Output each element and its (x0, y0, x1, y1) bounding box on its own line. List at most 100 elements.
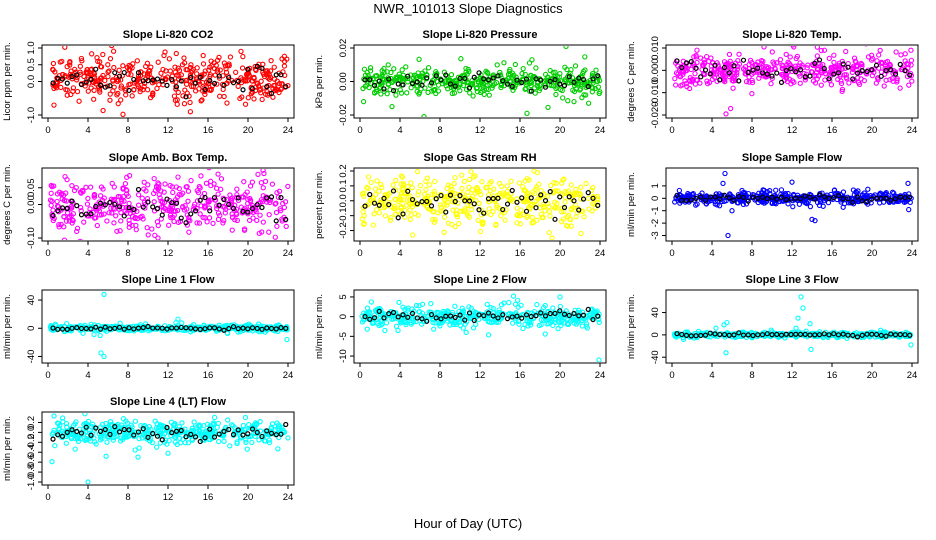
data-point (807, 203, 814, 210)
hourly-point (207, 208, 213, 214)
data-point (759, 61, 765, 67)
data-point (906, 82, 912, 88)
data-point (194, 198, 201, 204)
y-tick-label: -40 (26, 350, 37, 364)
data-point (260, 219, 266, 225)
data-point (120, 416, 127, 422)
data-point (107, 97, 113, 103)
hourly-point (462, 198, 468, 204)
data-point (360, 98, 367, 105)
data-point (780, 71, 786, 78)
data-point (56, 224, 62, 230)
data-point (838, 80, 845, 87)
hourly-point (159, 325, 165, 331)
data-point (792, 63, 799, 69)
data-point (493, 222, 499, 228)
data-point (588, 187, 595, 193)
data-point (371, 320, 377, 326)
hourly-point (424, 198, 430, 205)
hourly-point (580, 76, 587, 83)
data-point (870, 56, 876, 62)
data-point (52, 442, 58, 449)
data-point (141, 83, 147, 90)
hourly-point (188, 74, 194, 81)
hourly-point (107, 83, 113, 89)
hourly-point (500, 206, 506, 213)
hourly-point (226, 201, 232, 208)
data-point (747, 57, 754, 64)
hourly-point (764, 71, 770, 77)
hourly-point (726, 332, 732, 338)
hourly-point (447, 313, 454, 319)
hourly-point (207, 78, 213, 84)
data-point (217, 93, 223, 99)
data-point (152, 232, 158, 238)
data-point (200, 214, 206, 221)
data-point (449, 221, 455, 228)
x-tick-label: 16 (827, 370, 838, 381)
data-point (247, 325, 253, 331)
data-point (550, 305, 556, 311)
hourly-point (131, 326, 137, 332)
hourly-point (693, 65, 699, 71)
x-axis-caption: Hour of Day (UTC) (413, 516, 523, 531)
x-tick-label: 8 (749, 248, 754, 259)
hourly-point (721, 192, 728, 198)
data-point (81, 73, 87, 80)
data-point (797, 80, 803, 86)
data-point (187, 218, 193, 224)
data-point (172, 64, 178, 70)
y-axis-label: Licor ppm per min. (2, 42, 13, 121)
data-point (890, 70, 896, 76)
data-point (73, 77, 80, 83)
data-point (511, 72, 517, 79)
data-point (562, 199, 568, 205)
data-point (183, 77, 190, 84)
data-point (776, 332, 782, 339)
data-point (166, 222, 172, 228)
data-point (181, 101, 188, 107)
hourly-point (59, 76, 66, 82)
data-point (511, 77, 517, 84)
hourly-point (254, 202, 260, 208)
data-point (392, 77, 398, 84)
x-tick-label: 4 (85, 370, 90, 381)
data-point (452, 303, 458, 309)
outlier-point (395, 327, 401, 334)
data-point (441, 214, 448, 220)
hourly-point (381, 86, 387, 92)
data-point (554, 205, 560, 211)
data-point (694, 201, 700, 207)
hourly-point (216, 326, 222, 332)
hourly-point (797, 196, 804, 202)
data-point (400, 304, 406, 310)
data-point (528, 202, 535, 209)
data-point (235, 329, 241, 335)
hourly-point (821, 194, 827, 200)
data-point (94, 222, 100, 229)
x-tick-label: 16 (203, 248, 214, 259)
hourly-point (802, 74, 808, 80)
hourly-point (443, 72, 449, 78)
data-point (149, 91, 156, 97)
data-point (123, 187, 129, 193)
hourly-point (112, 70, 118, 76)
data-point (166, 56, 173, 62)
data-point (249, 439, 255, 446)
data-point (81, 219, 87, 225)
data-point (275, 194, 282, 200)
data-point (498, 213, 504, 219)
x-tick-label: 0 (669, 370, 674, 381)
hourly-point (538, 192, 544, 198)
hourly-point (145, 323, 151, 330)
y-tick-label: 0.2 (26, 416, 37, 429)
y-axis-label: kPa per min. (314, 55, 325, 108)
data-point (546, 230, 552, 236)
data-point (488, 178, 494, 185)
data-point (170, 214, 176, 220)
data-point (273, 200, 279, 206)
data-point (865, 186, 871, 192)
data-point (257, 418, 263, 425)
hourly-point (112, 325, 118, 331)
